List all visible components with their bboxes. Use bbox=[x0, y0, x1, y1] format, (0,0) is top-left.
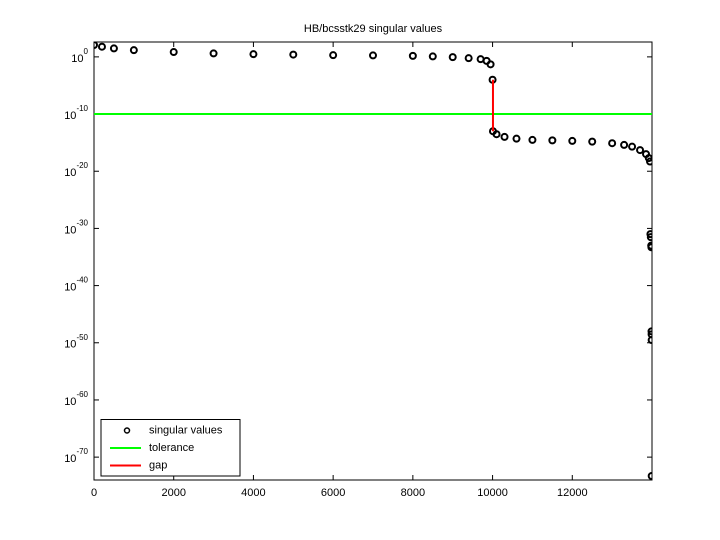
data-point bbox=[620, 140, 629, 149]
x-tick-label: 0 bbox=[91, 487, 97, 499]
data-point bbox=[646, 230, 652, 239]
data-point bbox=[94, 42, 98, 49]
data-point bbox=[492, 130, 501, 139]
data-point bbox=[289, 50, 298, 59]
data-point bbox=[588, 137, 597, 146]
data-point bbox=[548, 136, 557, 145]
data-point bbox=[486, 60, 495, 69]
data-point bbox=[408, 51, 417, 60]
legend-label: tolerance bbox=[149, 442, 194, 454]
data-point bbox=[646, 157, 652, 166]
plot-area bbox=[93, 41, 653, 481]
x-tick-label: 6000 bbox=[321, 487, 345, 499]
x-tick-label: 10000 bbox=[477, 487, 508, 499]
data-point bbox=[329, 51, 338, 60]
data-point bbox=[647, 327, 652, 336]
data-point bbox=[568, 136, 577, 145]
data-point bbox=[464, 54, 473, 63]
data-point bbox=[608, 139, 617, 148]
data-point bbox=[636, 146, 645, 155]
chart-title: HB/bcsstk29 singular values bbox=[304, 23, 443, 35]
legend-marker bbox=[123, 427, 131, 434]
legend-label: singular values bbox=[149, 424, 223, 436]
data-point bbox=[97, 42, 106, 51]
data-point bbox=[448, 53, 457, 62]
plot-layer bbox=[94, 42, 652, 480]
data-point bbox=[428, 52, 437, 61]
data-point bbox=[528, 135, 537, 144]
data-point bbox=[647, 336, 652, 345]
data-point bbox=[647, 472, 652, 480]
data-point bbox=[169, 48, 178, 57]
data-point bbox=[109, 44, 118, 53]
data-point bbox=[628, 142, 637, 151]
data-point bbox=[209, 49, 218, 58]
data-point bbox=[129, 46, 138, 55]
x-tick-label: 2000 bbox=[161, 487, 185, 499]
data-point bbox=[249, 50, 258, 59]
data-point bbox=[647, 243, 652, 252]
legend-label: gap bbox=[149, 459, 167, 471]
data-point bbox=[646, 233, 652, 242]
data-point bbox=[512, 134, 521, 143]
x-tick-label: 12000 bbox=[557, 487, 588, 499]
x-tick-label: 4000 bbox=[241, 487, 265, 499]
data-point bbox=[500, 132, 509, 141]
data-point bbox=[369, 51, 377, 60]
x-tick-label: 8000 bbox=[401, 487, 425, 499]
